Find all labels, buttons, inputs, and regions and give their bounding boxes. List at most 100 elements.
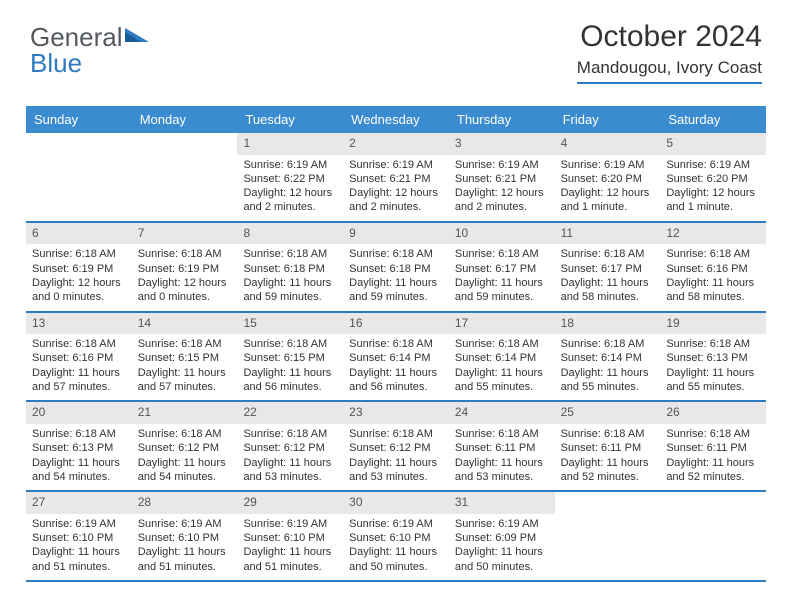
- daylight-line: Daylight: 12 hours and 0 minutes.: [138, 276, 232, 305]
- day-number: 23: [343, 402, 449, 424]
- sunset-line: Sunset: 6:18 PM: [243, 262, 337, 276]
- calendar-day: 27Sunrise: 6:19 AMSunset: 6:10 PMDayligh…: [26, 492, 132, 580]
- day-body: Sunrise: 6:18 AMSunset: 6:14 PMDaylight:…: [343, 334, 449, 400]
- sunrise-line: Sunrise: 6:19 AM: [243, 158, 337, 172]
- sunset-line: Sunset: 6:21 PM: [349, 172, 443, 186]
- sunrise-line: Sunrise: 6:18 AM: [32, 337, 126, 351]
- day-body: Sunrise: 6:18 AMSunset: 6:13 PMDaylight:…: [26, 424, 132, 490]
- calendar-day: 11Sunrise: 6:18 AMSunset: 6:17 PMDayligh…: [555, 223, 661, 311]
- sunrise-line: Sunrise: 6:18 AM: [349, 427, 443, 441]
- brand-logo: General Blue: [30, 24, 149, 76]
- sunrise-line: Sunrise: 6:19 AM: [138, 517, 232, 531]
- sunset-line: Sunset: 6:11 PM: [561, 441, 655, 455]
- calendar: SundayMondayTuesdayWednesdayThursdayFrid…: [26, 106, 766, 582]
- sunset-line: Sunset: 6:12 PM: [243, 441, 337, 455]
- day-body: Sunrise: 6:18 AMSunset: 6:15 PMDaylight:…: [237, 334, 343, 400]
- calendar-day: 5Sunrise: 6:19 AMSunset: 6:20 PMDaylight…: [660, 133, 766, 221]
- calendar-day: .: [26, 133, 132, 221]
- sunrise-line: Sunrise: 6:18 AM: [243, 427, 337, 441]
- sunset-line: Sunset: 6:13 PM: [666, 351, 760, 365]
- sunset-line: Sunset: 6:21 PM: [455, 172, 549, 186]
- day-number: 13: [26, 313, 132, 335]
- sunrise-line: Sunrise: 6:18 AM: [32, 427, 126, 441]
- daylight-line: Daylight: 11 hours and 51 minutes.: [32, 545, 126, 574]
- calendar-day: 21Sunrise: 6:18 AMSunset: 6:12 PMDayligh…: [132, 402, 238, 490]
- sunset-line: Sunset: 6:10 PM: [138, 531, 232, 545]
- calendar-week: 20Sunrise: 6:18 AMSunset: 6:13 PMDayligh…: [26, 402, 766, 492]
- logo-word-2: Blue: [30, 48, 82, 78]
- day-body: Sunrise: 6:18 AMSunset: 6:18 PMDaylight:…: [237, 244, 343, 310]
- day-body: Sunrise: 6:18 AMSunset: 6:17 PMDaylight:…: [555, 244, 661, 310]
- day-body: Sunrise: 6:18 AMSunset: 6:11 PMDaylight:…: [449, 424, 555, 490]
- weekday-header: Friday: [555, 106, 661, 133]
- calendar-day: .: [660, 492, 766, 580]
- sunset-line: Sunset: 6:12 PM: [138, 441, 232, 455]
- daylight-line: Daylight: 11 hours and 55 minutes.: [455, 366, 549, 395]
- day-number: 22: [237, 402, 343, 424]
- sunset-line: Sunset: 6:09 PM: [455, 531, 549, 545]
- day-number: 17: [449, 313, 555, 335]
- day-body: Sunrise: 6:18 AMSunset: 6:16 PMDaylight:…: [660, 244, 766, 310]
- calendar-day: 29Sunrise: 6:19 AMSunset: 6:10 PMDayligh…: [237, 492, 343, 580]
- day-number: 2: [343, 133, 449, 155]
- day-body: Sunrise: 6:18 AMSunset: 6:15 PMDaylight:…: [132, 334, 238, 400]
- calendar-day: 9Sunrise: 6:18 AMSunset: 6:18 PMDaylight…: [343, 223, 449, 311]
- sunrise-line: Sunrise: 6:18 AM: [561, 337, 655, 351]
- daylight-line: Daylight: 11 hours and 53 minutes.: [243, 456, 337, 485]
- calendar-day: 17 Sunrise: 6:18 AMSunset: 6:14 PMDayligh…: [449, 313, 555, 401]
- sunrise-line: Sunrise: 6:18 AM: [455, 337, 549, 351]
- sunrise-line: Sunrise: 6:18 AM: [666, 247, 760, 261]
- calendar-day: .: [132, 133, 238, 221]
- sunrise-line: Sunrise: 6:19 AM: [32, 517, 126, 531]
- calendar-day: 4Sunrise: 6:19 AMSunset: 6:20 PMDaylight…: [555, 133, 661, 221]
- calendar-day: 8Sunrise: 6:18 AMSunset: 6:18 PMDaylight…: [237, 223, 343, 311]
- sunset-line: Sunset: 6:14 PM: [349, 351, 443, 365]
- daylight-line: Daylight: 11 hours and 57 minutes.: [138, 366, 232, 395]
- sunrise-line: Sunrise: 6:18 AM: [138, 337, 232, 351]
- day-number: 11: [555, 223, 661, 245]
- day-body: Sunrise: 6:18 AMSunset: 6:12 PMDaylight:…: [237, 424, 343, 490]
- day-number: 27: [26, 492, 132, 514]
- calendar-day: 13Sunrise: 6:18 AMSunset: 6:16 PMDayligh…: [26, 313, 132, 401]
- daylight-line: Daylight: 12 hours and 1 minute.: [561, 186, 655, 215]
- calendar-day: 3Sunrise: 6:19 AMSunset: 6:21 PMDaylight…: [449, 133, 555, 221]
- calendar-day: 22Sunrise: 6:18 AMSunset: 6:12 PMDayligh…: [237, 402, 343, 490]
- sunset-line: Sunset: 6:15 PM: [243, 351, 337, 365]
- sunset-line: Sunset: 6:14 PM: [455, 351, 549, 365]
- sunset-line: Sunset: 6:10 PM: [349, 531, 443, 545]
- calendar-day: 14Sunrise: 6:18 AMSunset: 6:15 PMDayligh…: [132, 313, 238, 401]
- calendar-day: 7Sunrise: 6:18 AMSunset: 6:19 PMDaylight…: [132, 223, 238, 311]
- day-number: 21: [132, 402, 238, 424]
- day-body: Sunrise: 6:19 AMSunset: 6:22 PMDaylight:…: [237, 155, 343, 221]
- calendar-day: 6Sunrise: 6:18 AMSunset: 6:19 PMDaylight…: [26, 223, 132, 311]
- sunrise-line: Sunrise: 6:19 AM: [455, 158, 549, 172]
- sunset-line: Sunset: 6:10 PM: [243, 531, 337, 545]
- day-number: 4: [555, 133, 661, 155]
- day-body: Sunrise: 6:18 AMSunset: 6:14 PMDaylight:…: [555, 334, 661, 400]
- day-number: 14: [132, 313, 238, 335]
- month-title: October 2024: [577, 20, 762, 54]
- day-number: 8: [237, 223, 343, 245]
- day-number: 16: [343, 313, 449, 335]
- sunset-line: Sunset: 6:14 PM: [561, 351, 655, 365]
- daylight-line: Daylight: 11 hours and 52 minutes.: [666, 456, 760, 485]
- calendar-day: 26Sunrise: 6:18 AMSunset: 6:11 PMDayligh…: [660, 402, 766, 490]
- daylight-line: Daylight: 11 hours and 51 minutes.: [138, 545, 232, 574]
- calendar-day: 30Sunrise: 6:19 AMSunset: 6:10 PMDayligh…: [343, 492, 449, 580]
- calendar-day: 24Sunrise: 6:18 AMSunset: 6:11 PMDayligh…: [449, 402, 555, 490]
- sunset-line: Sunset: 6:13 PM: [32, 441, 126, 455]
- sunrise-line: Sunrise: 6:19 AM: [349, 517, 443, 531]
- daylight-line: Daylight: 11 hours and 54 minutes.: [32, 456, 126, 485]
- sunrise-line: Sunrise: 6:19 AM: [666, 158, 760, 172]
- weekday-header-row: SundayMondayTuesdayWednesdayThursdayFrid…: [26, 106, 766, 133]
- day-body: Sunrise: 6:19 AMSunset: 6:21 PMDaylight:…: [449, 155, 555, 221]
- sunset-line: Sunset: 6:11 PM: [455, 441, 549, 455]
- day-body: Sunrise: 6:18 AMSunset: 6:11 PMDaylight:…: [660, 424, 766, 490]
- sunrise-line: Sunrise: 6:18 AM: [138, 247, 232, 261]
- daylight-line: Daylight: 11 hours and 59 minutes.: [243, 276, 337, 305]
- daylight-line: Daylight: 11 hours and 56 minutes.: [349, 366, 443, 395]
- daylight-line: Daylight: 12 hours and 2 minutes.: [349, 186, 443, 215]
- day-body: Sunrise: 6:18 AMSunset: 6:18 PMDaylight:…: [343, 244, 449, 310]
- weekday-header: Wednesday: [343, 106, 449, 133]
- calendar-day: 23Sunrise: 6:18 AMSunset: 6:12 PMDayligh…: [343, 402, 449, 490]
